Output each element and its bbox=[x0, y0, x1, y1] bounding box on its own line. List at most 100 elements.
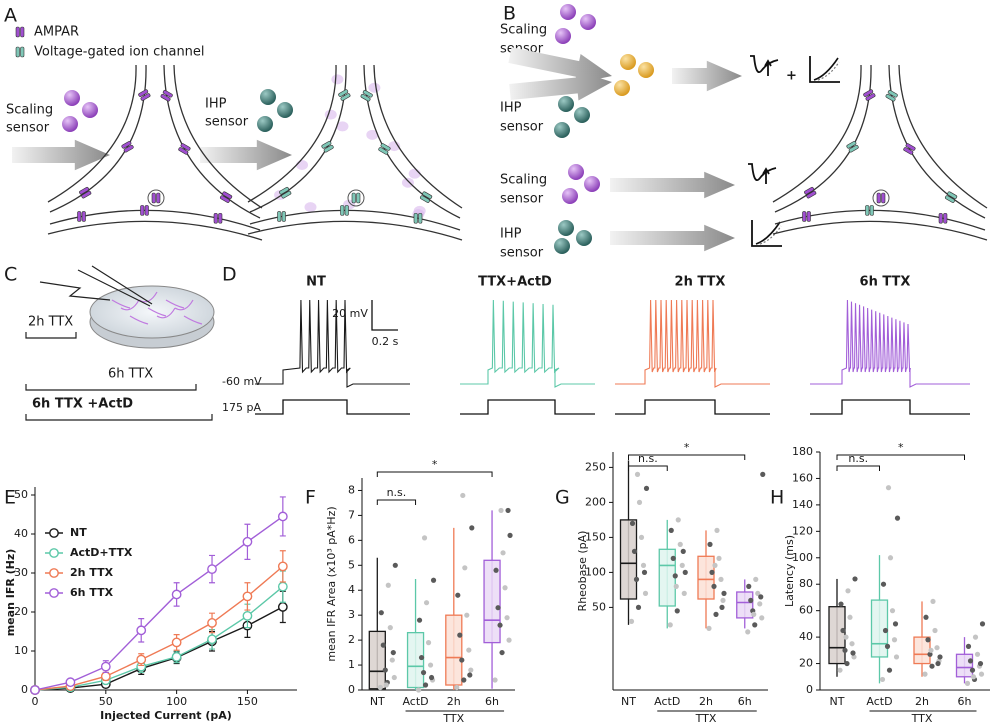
diffuse-blob bbox=[401, 177, 414, 188]
arrow bbox=[610, 171, 735, 199]
data-point bbox=[207, 634, 217, 645]
channel-icon bbox=[863, 89, 876, 101]
data-point bbox=[462, 565, 468, 571]
data-point bbox=[391, 674, 397, 681]
data-point bbox=[387, 625, 393, 631]
data-point bbox=[934, 645, 940, 651]
data-point bbox=[711, 583, 717, 590]
data-point bbox=[100, 671, 111, 682]
data-point bbox=[631, 548, 638, 555]
data-point bbox=[716, 555, 722, 562]
data-point bbox=[136, 654, 147, 665]
sensor-ball bbox=[554, 122, 570, 138]
data-point bbox=[425, 640, 432, 646]
data-point bbox=[759, 615, 765, 621]
neuron-membrane bbox=[47, 220, 263, 241]
data-point bbox=[718, 576, 724, 583]
data-point bbox=[965, 643, 972, 649]
data-point bbox=[748, 597, 754, 604]
data-point bbox=[382, 667, 388, 673]
data-point bbox=[500, 550, 506, 556]
data-point bbox=[720, 597, 726, 604]
channel-half bbox=[178, 147, 189, 155]
sensor-ball bbox=[558, 220, 574, 236]
y-tick-label: 100 bbox=[792, 551, 813, 564]
arrow bbox=[610, 224, 735, 252]
cultured-neuron bbox=[120, 299, 140, 311]
channel-icon bbox=[140, 205, 149, 216]
channel-half bbox=[362, 90, 373, 98]
data-point bbox=[420, 669, 427, 676]
legend-entry: ActD+TTX bbox=[70, 546, 133, 559]
channel-half bbox=[422, 191, 433, 199]
channel-icon bbox=[15, 26, 25, 38]
data-point bbox=[753, 576, 759, 583]
x-tick-label: NT bbox=[370, 695, 385, 708]
data-point bbox=[681, 590, 687, 597]
data-point bbox=[504, 615, 510, 621]
significance-label: n.s. bbox=[387, 486, 407, 499]
y-tick-label: 7 bbox=[348, 508, 355, 521]
neuron-membrane bbox=[249, 209, 461, 231]
box bbox=[736, 591, 754, 619]
data-point bbox=[970, 674, 977, 680]
data-point bbox=[493, 567, 499, 573]
data-point bbox=[714, 527, 720, 534]
neuron-membrane bbox=[774, 64, 872, 213]
data-point bbox=[679, 562, 685, 569]
legend-marker bbox=[49, 568, 59, 578]
channel-half bbox=[321, 141, 332, 149]
data-point bbox=[672, 573, 678, 579]
diffuse-blob bbox=[296, 159, 309, 170]
data-point bbox=[894, 515, 901, 521]
data-point bbox=[923, 614, 929, 620]
channel-half bbox=[281, 190, 292, 199]
arrow bbox=[672, 60, 742, 92]
y-tick-label: 180 bbox=[792, 445, 813, 458]
label: 6h TTX +ActD bbox=[32, 397, 133, 412]
neuron-membrane bbox=[163, 64, 261, 219]
x-tick-label: 6h bbox=[485, 695, 499, 708]
data-point bbox=[633, 576, 640, 583]
data-point bbox=[746, 583, 752, 590]
channel-icon bbox=[413, 212, 423, 224]
data-point bbox=[428, 674, 435, 681]
data-point bbox=[925, 637, 931, 643]
data-point bbox=[277, 561, 288, 572]
scale-bar bbox=[371, 300, 398, 331]
data-point bbox=[628, 618, 635, 625]
data-point bbox=[675, 517, 681, 523]
channel-half bbox=[418, 212, 423, 224]
data-point bbox=[454, 684, 460, 691]
data-point bbox=[851, 654, 857, 660]
data-point bbox=[752, 622, 758, 628]
channel-half bbox=[15, 26, 20, 38]
channel-icon bbox=[804, 186, 817, 199]
diffuse-blob bbox=[336, 121, 349, 132]
data-point bbox=[891, 637, 898, 643]
channel-half bbox=[277, 211, 282, 222]
data-point bbox=[882, 627, 889, 634]
channel-half bbox=[419, 195, 430, 203]
sensor-ball bbox=[576, 230, 592, 246]
data-point bbox=[850, 650, 856, 656]
data-point bbox=[674, 608, 680, 614]
neuron-membrane bbox=[772, 64, 862, 203]
data-point bbox=[242, 611, 253, 621]
sensor-ball bbox=[584, 176, 600, 192]
significance-bracket bbox=[628, 454, 746, 460]
data-point bbox=[427, 662, 434, 668]
panel-letter: F bbox=[305, 487, 316, 509]
data-point bbox=[636, 499, 643, 505]
nucleus bbox=[147, 189, 165, 207]
data-point bbox=[380, 642, 386, 648]
data-point bbox=[845, 588, 851, 594]
data-point bbox=[880, 581, 887, 587]
y-tick-label: 120 bbox=[792, 524, 813, 537]
significance-bracket bbox=[836, 454, 965, 460]
channel-half bbox=[222, 191, 233, 199]
significance-label: * bbox=[432, 458, 438, 471]
x-tick-label: 6h bbox=[958, 695, 972, 708]
y-tick-label: 60 bbox=[799, 604, 813, 617]
label: sensor bbox=[500, 120, 544, 135]
